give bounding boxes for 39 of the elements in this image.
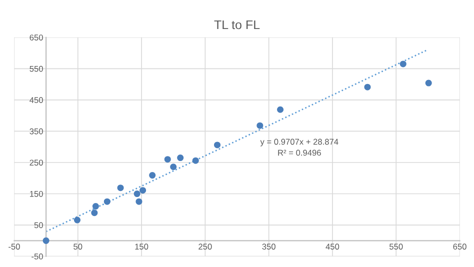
point [117, 184, 124, 192]
point [425, 80, 432, 86]
point [277, 106, 284, 113]
y-tick-label: 550 [30, 66, 43, 72]
x-tick-label: 450 [326, 244, 340, 250]
point [42, 237, 50, 244]
x-tick-label: 50 [74, 244, 82, 250]
point [364, 84, 371, 90]
x-tick-label: -50 [8, 244, 20, 250]
y-tick-label: -50 [32, 254, 43, 260]
point [192, 157, 199, 164]
point [170, 164, 177, 170]
point [256, 122, 264, 129]
annotation: R² = 0.9496 [278, 150, 321, 156]
point [91, 210, 98, 216]
point [177, 154, 184, 162]
y-tick-label: 650 [30, 34, 43, 40]
point [74, 216, 80, 224]
point [164, 156, 171, 163]
point [140, 187, 146, 194]
x-tick-label: 650 [453, 244, 466, 250]
y-tick-label: 450 [30, 97, 43, 104]
y-tick-label: 250 [30, 160, 43, 166]
point [92, 203, 99, 210]
x-tick-label: 250 [198, 244, 212, 250]
x-tick-label: 150 [135, 244, 148, 250]
y-tick-label: 50 [34, 222, 43, 228]
point [214, 142, 221, 148]
annotation: y = 0.9707x + 28.874 [260, 138, 338, 146]
point [134, 190, 140, 198]
point [149, 172, 156, 179]
point [400, 60, 406, 68]
point [104, 198, 110, 205]
chart-title: TL to FL [214, 20, 260, 30]
x-tick-label: 350 [262, 244, 276, 250]
y-tick-label: 350 [30, 128, 43, 134]
x-tick-label: 550 [390, 244, 403, 250]
y-tick-label: 150 [30, 190, 43, 197]
point [136, 198, 142, 205]
